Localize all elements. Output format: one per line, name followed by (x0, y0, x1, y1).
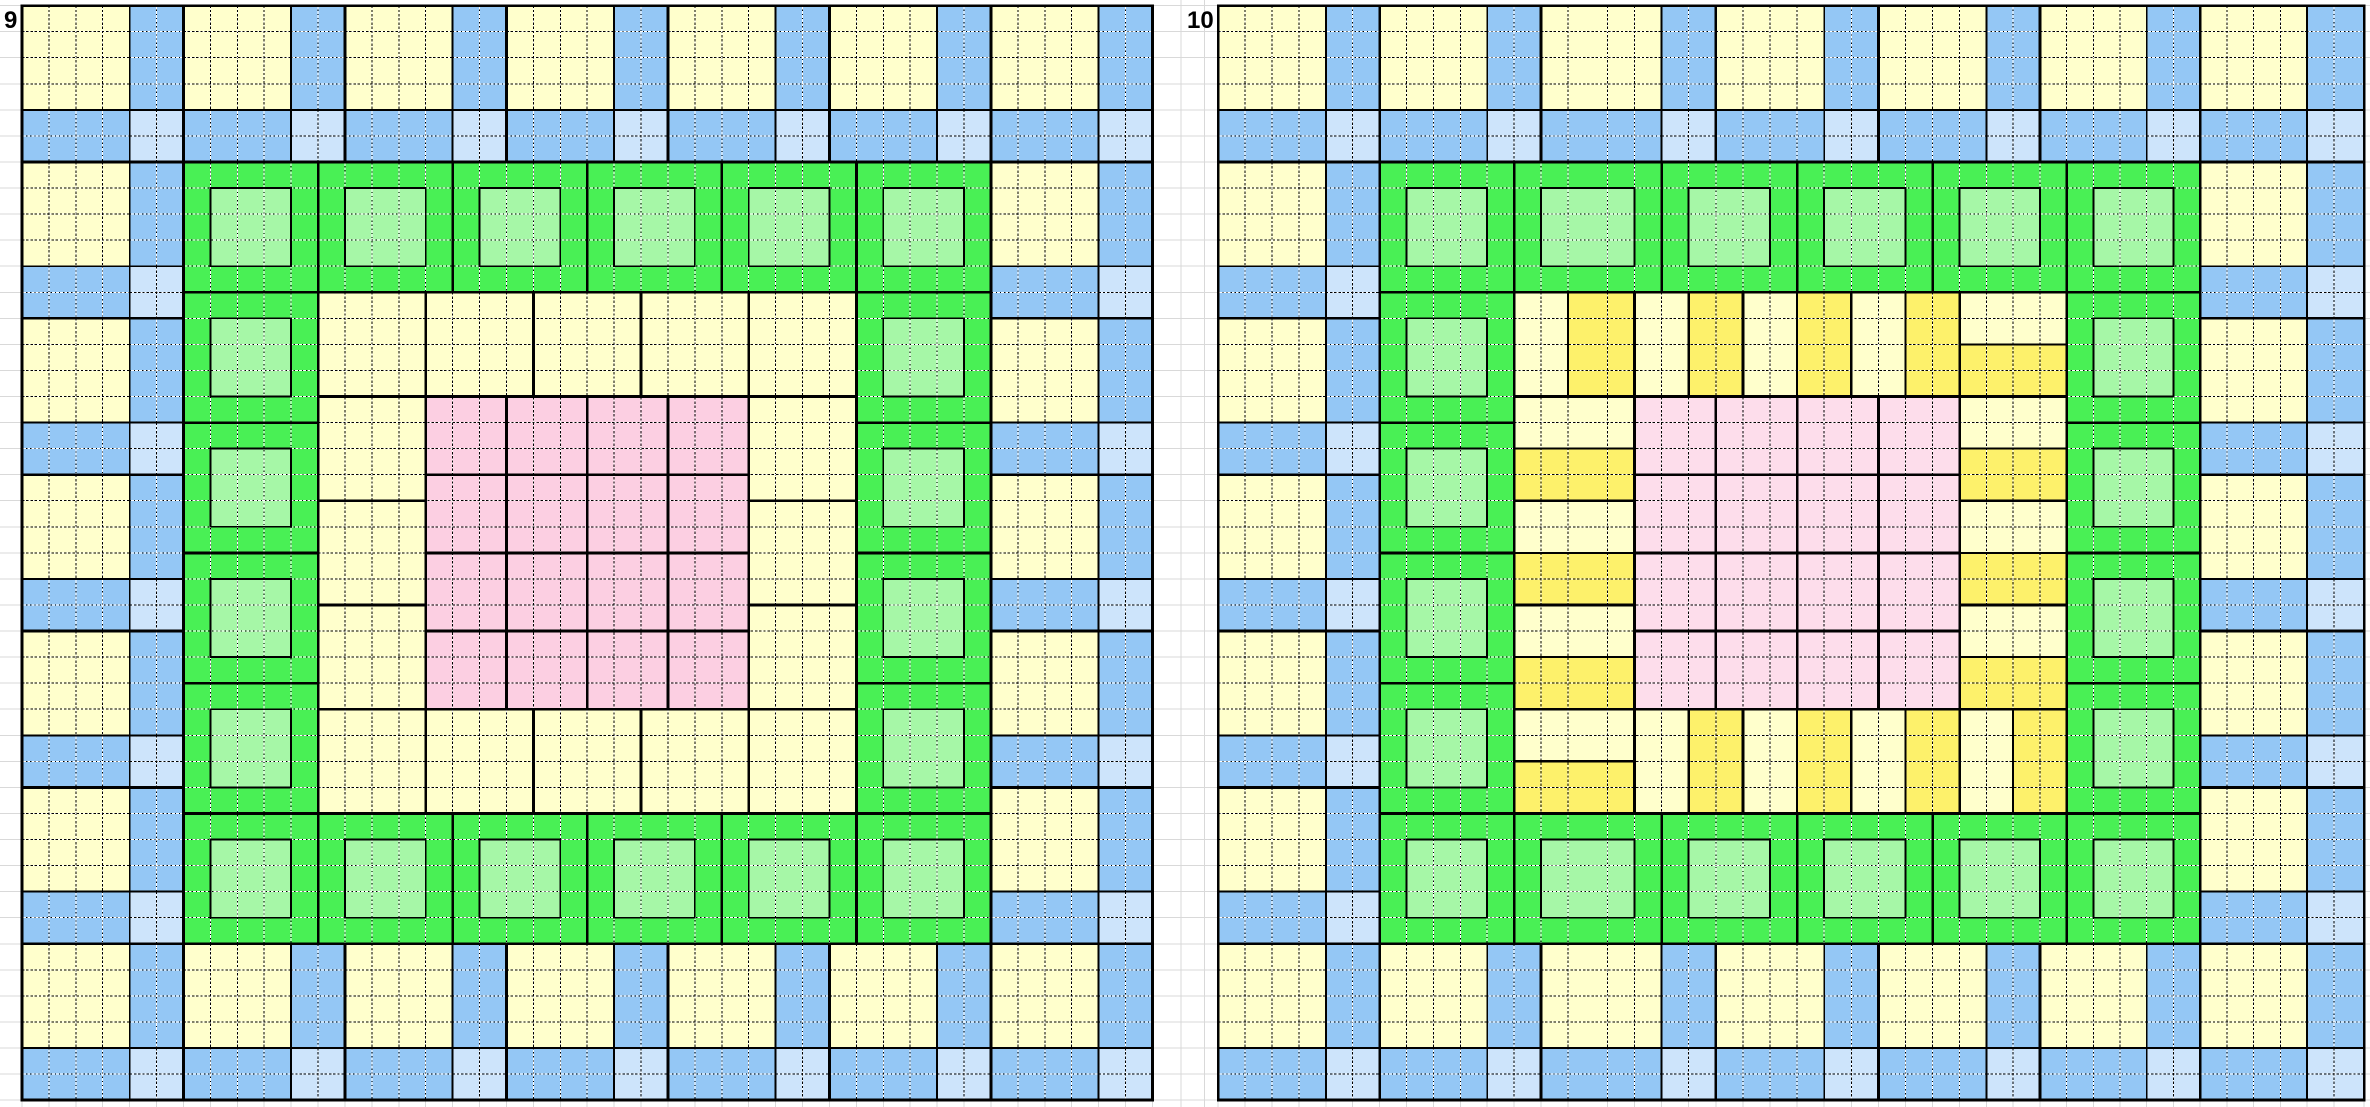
svg-text:9: 9 (4, 7, 17, 34)
svg-text:10: 10 (1187, 7, 1214, 34)
